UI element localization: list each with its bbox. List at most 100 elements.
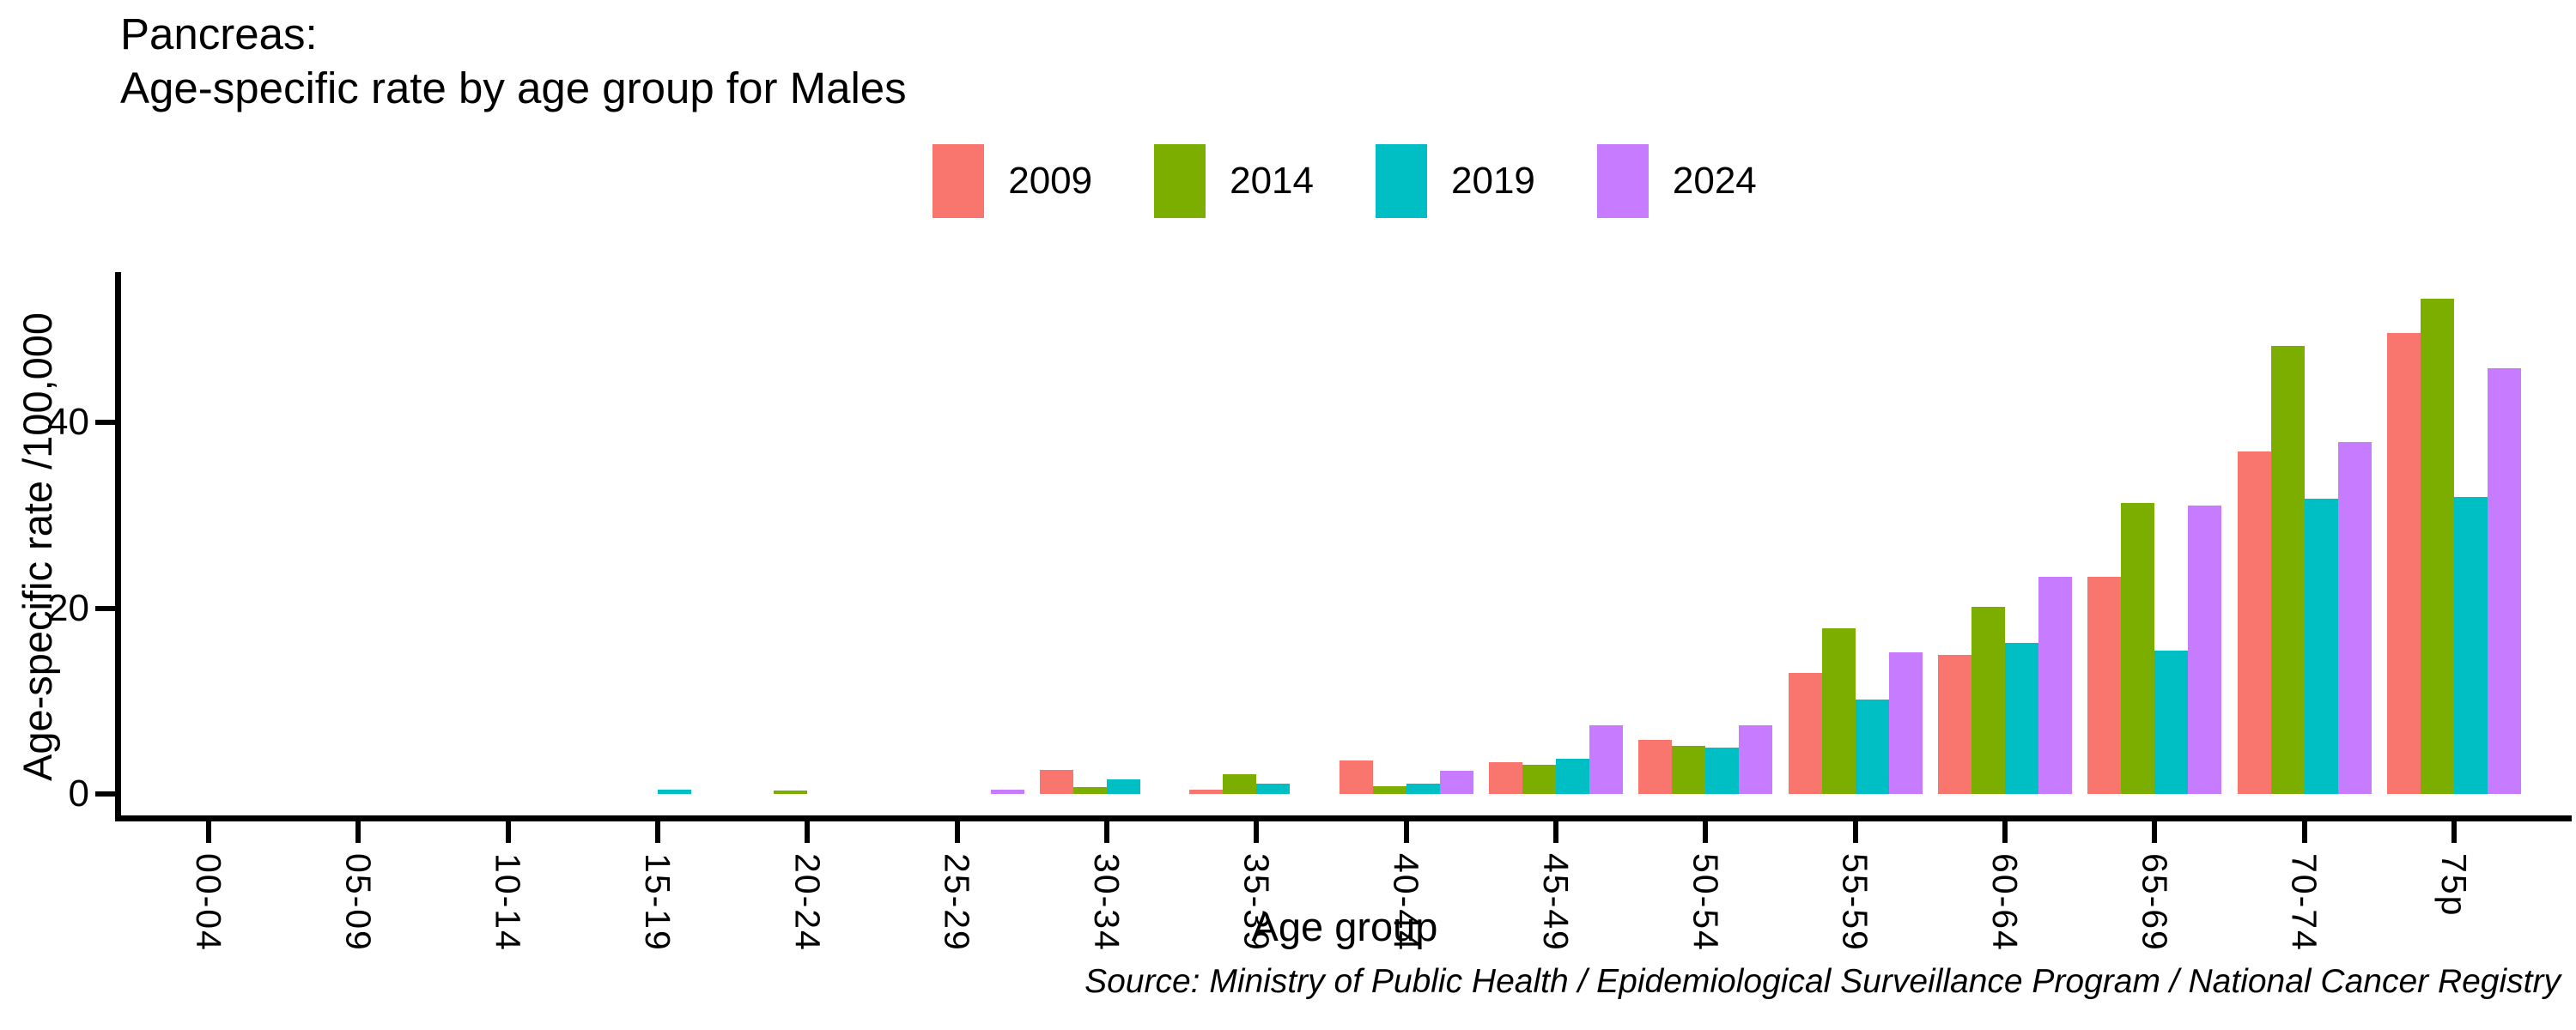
x-tick-mark-10-14 xyxy=(505,821,511,843)
x-tick-label-50-54: 50-54 xyxy=(1686,853,1726,952)
x-tick-label-55-59: 55-59 xyxy=(1835,853,1875,952)
legend-label-2019: 2019 xyxy=(1451,160,1535,202)
bar-2014-45-49 xyxy=(1522,765,1556,794)
x-tick-mark-15-19 xyxy=(654,821,660,843)
bar-2019-40-44 xyxy=(1406,784,1440,794)
x-tick-mark-75p xyxy=(2451,821,2457,843)
bar-2019-75p xyxy=(2453,496,2488,794)
x-tick-mark-35-39 xyxy=(1254,821,1260,843)
bar-2019-15-19 xyxy=(657,789,691,794)
x-tick-label-40-44: 40-44 xyxy=(1386,853,1426,952)
x-axis-line xyxy=(115,815,2572,821)
x-tick-mark-50-54 xyxy=(1703,821,1709,843)
y-tick-mark-0 xyxy=(95,791,116,797)
bar-2009-65-69 xyxy=(2087,576,2122,794)
x-tick-mark-60-64 xyxy=(2002,821,2008,843)
bar-2014-65-69 xyxy=(2121,503,2155,794)
y-tick-mark-40 xyxy=(95,420,116,425)
bar-2009-30-34 xyxy=(1039,769,1073,794)
x-tick-label-25-29: 25-29 xyxy=(937,853,977,952)
bar-2024-45-49 xyxy=(1589,724,1623,794)
bar-2009-50-54 xyxy=(1638,740,1673,794)
x-tick-label-10-14: 10-14 xyxy=(488,853,528,952)
chart-title-line2: Age-specific rate by age group for Males xyxy=(120,64,907,112)
x-tick-mark-05-09 xyxy=(355,821,361,843)
bar-2024-40-44 xyxy=(1439,770,1473,794)
bar-2014-60-64 xyxy=(1971,607,2005,794)
x-tick-label-60-64: 60-64 xyxy=(1984,853,2025,952)
x-tick-mark-00-04 xyxy=(206,821,211,843)
x-tick-label-00-04: 00-04 xyxy=(189,853,228,952)
x-tick-label-35-39: 35-39 xyxy=(1236,853,1277,952)
y-tick-label-0: 0 xyxy=(68,772,89,815)
legend-swatch-2014 xyxy=(1154,144,1206,218)
legend-item-2019: 2019 xyxy=(1376,144,1535,218)
bar-2024-60-64 xyxy=(2038,576,2072,794)
bar-2014-70-74 xyxy=(2270,346,2305,794)
bar-2009-55-59 xyxy=(1788,673,1822,794)
x-tick-mark-30-34 xyxy=(1103,821,1109,843)
chart-title: Pancreas: Age-specific rate by age group… xyxy=(120,7,907,115)
bar-2014-35-39 xyxy=(1223,774,1257,794)
legend-swatch-2019 xyxy=(1376,144,1427,218)
bar-2014-20-24 xyxy=(774,790,808,794)
bar-2009-40-44 xyxy=(1339,760,1373,794)
bar-2019-30-34 xyxy=(1106,779,1140,794)
x-axis-title: Age group xyxy=(1251,904,1438,949)
y-tick-label-20: 20 xyxy=(47,586,89,629)
chart-title-line1: Pancreas: xyxy=(120,9,318,58)
x-tick-label-70-74: 70-74 xyxy=(2284,853,2324,952)
bar-2019-70-74 xyxy=(2304,498,2338,794)
x-tick-mark-55-59 xyxy=(1852,821,1858,843)
bar-2009-75p xyxy=(2386,333,2421,794)
x-tick-mark-45-49 xyxy=(1552,821,1558,843)
y-tick-mark-20 xyxy=(95,605,116,611)
bar-2009-60-64 xyxy=(1937,654,1971,794)
x-tick-mark-70-74 xyxy=(2301,821,2307,843)
bar-2014-55-59 xyxy=(1821,628,1856,794)
legend-item-2009: 2009 xyxy=(933,144,1092,218)
bar-2024-55-59 xyxy=(1888,652,1923,794)
legend-label-2024: 2024 xyxy=(1672,160,1757,202)
bar-2024-25-29 xyxy=(990,789,1024,794)
x-tick-label-30-34: 30-34 xyxy=(1086,853,1127,952)
bar-2024-70-74 xyxy=(2337,441,2372,794)
legend-label-2014: 2014 xyxy=(1230,160,1314,202)
bar-2014-75p xyxy=(2420,299,2454,794)
x-tick-label-65-69: 65-69 xyxy=(2135,853,2175,952)
x-tick-label-05-09: 05-09 xyxy=(338,853,379,952)
y-axis-line xyxy=(115,272,121,821)
x-tick-label-45-49: 45-49 xyxy=(1535,853,1576,952)
legend-swatch-2009 xyxy=(933,144,985,218)
bar-2019-60-64 xyxy=(2004,642,2038,794)
bar-2019-65-69 xyxy=(2154,651,2189,794)
legend-item-2014: 2014 xyxy=(1154,144,1314,218)
x-tick-mark-25-29 xyxy=(954,821,960,843)
bar-2024-75p xyxy=(2487,368,2521,794)
y-axis-title: Age-specific rate /100,000 xyxy=(15,312,60,782)
bar-2019-50-54 xyxy=(1705,747,1740,794)
bar-2019-45-49 xyxy=(1555,758,1589,794)
bar-2019-35-39 xyxy=(1256,784,1291,794)
bar-2024-65-69 xyxy=(2188,506,2222,794)
legend-label-2009: 2009 xyxy=(1008,160,1093,202)
x-tick-label-20-24: 20-24 xyxy=(787,853,828,952)
legend: 2009 2014 2019 2024 xyxy=(118,144,2572,218)
bar-2019-55-59 xyxy=(1855,699,1889,794)
bar-2014-30-34 xyxy=(1072,787,1107,794)
bar-2014-50-54 xyxy=(1672,745,1706,794)
legend-swatch-2024 xyxy=(1596,144,1649,218)
y-tick-label-40: 40 xyxy=(47,401,89,443)
bar-2014-40-44 xyxy=(1372,786,1406,794)
bar-2009-70-74 xyxy=(2237,451,2271,794)
source-caption: Source: Ministry of Public Health / Epid… xyxy=(1084,963,2561,1000)
x-tick-label-15-19: 15-19 xyxy=(637,853,677,952)
x-tick-mark-65-69 xyxy=(2152,821,2158,843)
x-tick-mark-20-24 xyxy=(805,821,811,843)
x-tick-mark-40-44 xyxy=(1403,821,1409,843)
x-tick-label-75p: 75p xyxy=(2433,853,2474,918)
bar-2009-35-39 xyxy=(1189,789,1224,794)
bar-2024-50-54 xyxy=(1739,724,1773,794)
legend-item-2024: 2024 xyxy=(1596,144,1757,218)
